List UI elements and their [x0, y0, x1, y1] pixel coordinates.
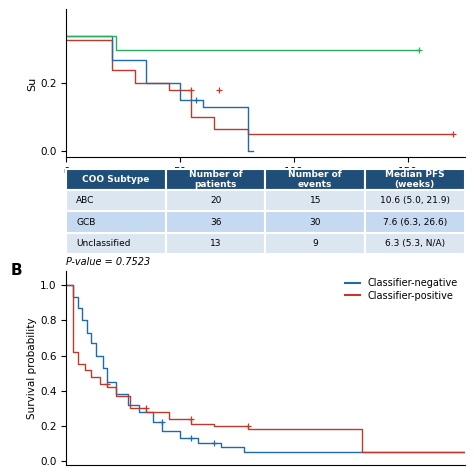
X-axis label: Weeks: Weeks — [246, 179, 284, 191]
Y-axis label: Survival probability: Survival probability — [27, 317, 37, 419]
Legend: Classifier-negative, Classifier-positive: Classifier-negative, Classifier-positive — [343, 276, 460, 303]
Text: P-value = 0.7523: P-value = 0.7523 — [66, 257, 151, 267]
Y-axis label: Su: Su — [27, 76, 37, 91]
Text: B: B — [10, 264, 22, 278]
